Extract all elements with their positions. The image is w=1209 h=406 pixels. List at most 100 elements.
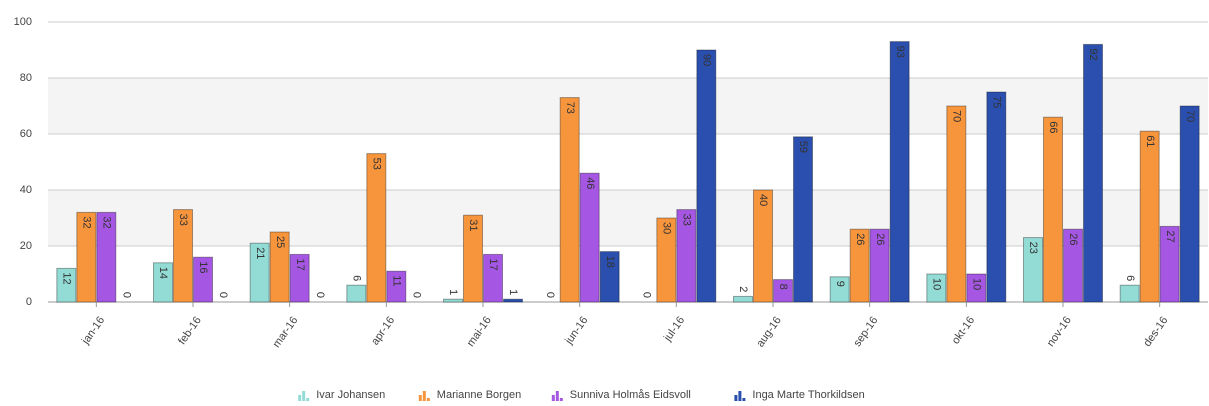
legend-swatch <box>422 391 426 401</box>
data-label: 1 <box>447 289 459 295</box>
bar <box>926 273 947 303</box>
data-label: 0 <box>217 292 229 298</box>
x-tick-label: okt-16 <box>950 315 977 347</box>
data-label: 26 <box>1067 233 1079 245</box>
bar <box>76 211 97 303</box>
legend-swatch <box>302 391 306 401</box>
bar <box>696 49 717 303</box>
data-label: 10 <box>930 278 942 290</box>
legend-swatch <box>306 398 310 401</box>
legend-swatch <box>559 398 563 401</box>
legend-swatch <box>742 398 746 401</box>
bar <box>793 136 813 303</box>
data-label: 27 <box>1164 230 1176 242</box>
bar <box>346 284 367 303</box>
y-tick-label: 20 <box>20 240 32 252</box>
data-label: 26 <box>874 233 886 245</box>
bar <box>773 279 793 303</box>
bar <box>829 276 850 303</box>
data-label: 66 <box>1047 121 1059 133</box>
legend-item: Ivar Johansen <box>298 389 385 401</box>
y-tick-label: 60 <box>20 128 32 140</box>
x-tick-label: mai-16 <box>465 315 494 349</box>
data-label: 59 <box>797 141 809 153</box>
data-label: 73 <box>564 102 576 114</box>
legend-item: Marianne Borgen <box>418 389 521 401</box>
x-tick-label: jul-16 <box>661 315 687 345</box>
x-tick-label: apr-16 <box>369 315 397 348</box>
x-tick-label: jan-16 <box>79 315 107 348</box>
data-label: 0 <box>544 292 556 298</box>
bar <box>289 253 310 303</box>
bar <box>443 298 463 303</box>
bar <box>386 270 407 303</box>
data-label: 17 <box>294 258 306 270</box>
x-tick-label: nov-16 <box>1045 315 1074 349</box>
data-label: 26 <box>854 233 866 245</box>
bar <box>1139 130 1160 303</box>
bar <box>559 97 580 303</box>
x-tick-label: feb-16 <box>176 315 204 347</box>
data-label: 53 <box>370 158 382 170</box>
bar <box>503 298 523 303</box>
legend-label: Inga Marte Thorkildsen <box>752 389 864 401</box>
bar <box>1159 225 1180 303</box>
data-label: 12 <box>60 272 72 284</box>
data-label: 93 <box>894 46 906 58</box>
data-label: 30 <box>660 222 672 234</box>
legend-label: Marianne Borgen <box>437 389 521 401</box>
legend-swatch <box>738 391 742 401</box>
bar <box>676 209 697 303</box>
legend-item: Sunniva Holmås Eidsvoll <box>551 389 691 401</box>
bar <box>966 273 987 303</box>
bar <box>889 41 910 303</box>
legend-item: Inga Marte Thorkildsen <box>734 389 865 401</box>
data-label: 33 <box>680 214 692 226</box>
data-label: 6 <box>1124 275 1136 281</box>
bar <box>599 251 620 303</box>
bar <box>173 209 193 303</box>
data-label: 0 <box>314 292 326 298</box>
data-label: 14 <box>157 267 169 279</box>
data-label: 40 <box>757 194 769 206</box>
x-tick-label: jun-16 <box>563 315 591 348</box>
legend-swatch <box>298 395 302 401</box>
legend-label: Ivar Johansen <box>316 389 385 401</box>
bar <box>249 242 270 303</box>
bar <box>1083 43 1103 303</box>
bar <box>1179 105 1200 303</box>
data-label: 75 <box>990 96 1002 108</box>
data-label: 10 <box>970 278 982 290</box>
data-label: 25 <box>274 236 286 248</box>
bar <box>1063 228 1083 303</box>
data-label: 23 <box>1027 242 1039 254</box>
data-label: 33 <box>177 214 189 226</box>
data-label: 46 <box>584 177 596 189</box>
bar <box>656 217 677 303</box>
bar <box>483 253 503 303</box>
bar <box>463 214 483 303</box>
data-label: 9 <box>834 281 846 287</box>
bar <box>849 228 870 303</box>
bar <box>869 228 890 303</box>
data-label: 8 <box>777 284 789 290</box>
bar <box>153 262 173 303</box>
bar <box>269 231 290 303</box>
y-tick-label: 0 <box>26 296 32 308</box>
bar <box>753 189 773 303</box>
bar <box>193 256 213 303</box>
data-label: 32 <box>80 216 92 228</box>
data-label: 70 <box>1184 110 1196 122</box>
x-tick-label: des-16 <box>1141 315 1170 349</box>
x-tick-label: mar-16 <box>271 315 301 350</box>
data-label: 31 <box>467 219 479 231</box>
data-label: 17 <box>487 258 499 270</box>
data-label: 18 <box>604 256 616 268</box>
legend-swatch <box>734 395 738 401</box>
x-tick-label: aug-16 <box>754 315 783 350</box>
legend-label: Sunniva Holmås Eidsvoll <box>570 389 691 401</box>
data-label: 1 <box>507 289 519 295</box>
data-label: 0 <box>410 292 422 298</box>
grid-band <box>48 190 1208 246</box>
